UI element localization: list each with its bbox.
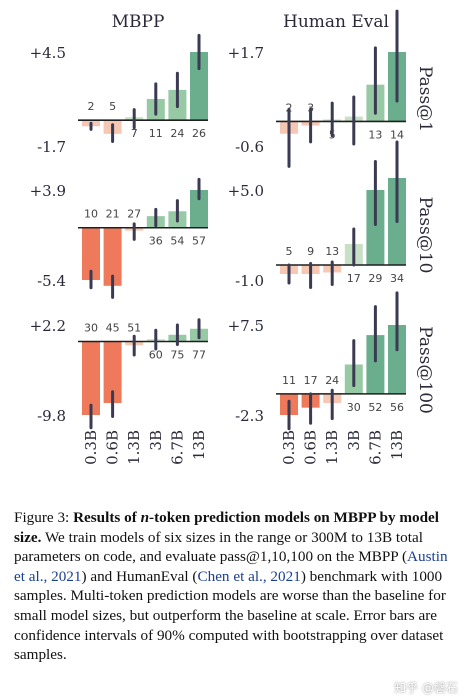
panel-0-datalabel-5: 26 xyxy=(192,127,206,140)
xtick-0-1: 0.6B xyxy=(104,430,122,465)
xtick-1-2: 1.3B xyxy=(323,430,341,465)
panel-2-datalabel-2: 27 xyxy=(127,208,141,221)
xtick-0-3: 3B xyxy=(147,430,165,451)
row-label-2: Pass@100 xyxy=(415,326,435,414)
panel-0-datalabel-0: 2 xyxy=(88,100,95,113)
panel-1-ytick-top: +1.7 xyxy=(228,44,264,62)
panel-2-ytick-bottom: -5.4 xyxy=(37,272,66,290)
panel-3-datalabel-2: 13 xyxy=(325,245,339,258)
panel-3-ytick-bottom: -1.0 xyxy=(235,272,264,290)
panel-3-datalabel-1: 9 xyxy=(307,245,314,258)
xtick-1-0: 0.3B xyxy=(280,430,298,465)
panel-5-ytick-top: +7.5 xyxy=(228,317,264,335)
panel-4-datalabel-5: 77 xyxy=(192,349,206,362)
panel-2-ytick-top: +3.9 xyxy=(30,182,66,200)
figure-caption: Figure 3: Results of n-token prediction … xyxy=(14,508,454,665)
panel-3-datalabel-5: 34 xyxy=(390,272,404,285)
panel-3-datalabel-0: 5 xyxy=(286,245,293,258)
panel-5-datalabel-0: 11 xyxy=(282,374,296,387)
xtick-1-3: 3B xyxy=(345,430,363,451)
caption-bold-title: Results of n-token prediction models on … xyxy=(14,509,439,546)
panel-5-datalabel-2: 24 xyxy=(325,374,339,387)
caption-text-3: ) benchmark with 1000 samples. Multi-tok… xyxy=(14,567,446,664)
panel-1-ytick-bottom: -0.6 xyxy=(235,138,264,156)
panel-2-bar-0 xyxy=(82,227,100,280)
watermark: 知乎 @磐石 xyxy=(394,681,458,695)
panel-1-datalabel-1: 3 xyxy=(307,101,314,114)
panel-5-datalabel-3: 30 xyxy=(347,401,361,414)
panel-0-datalabel-1: 5 xyxy=(109,100,116,113)
panel-0-datalabel-3: 11 xyxy=(149,127,163,140)
xtick-1-1: 0.6B xyxy=(302,430,320,465)
xtick-0-2: 1.3B xyxy=(125,430,143,465)
row-label-1: Pass@10 xyxy=(415,197,435,274)
panel-2-datalabel-1: 21 xyxy=(106,208,120,221)
panel-1-datalabel-0: 2 xyxy=(286,101,293,114)
panel-1-datalabel-2: 5 xyxy=(329,128,336,141)
row-label-0: Pass@1 xyxy=(415,66,435,132)
caption-text-2: ) and HumanEval ( xyxy=(81,567,198,585)
panel-5-datalabel-4: 52 xyxy=(368,401,382,414)
panel-5-bar-5 xyxy=(388,325,406,394)
panel-3-datalabel-4: 29 xyxy=(368,272,382,285)
panel-2-datalabel-0: 10 xyxy=(84,208,98,221)
panel-2-datalabel-3: 36 xyxy=(149,235,163,248)
panel-2-bar-5 xyxy=(190,190,208,228)
panel-5-ytick-bottom: -2.3 xyxy=(235,407,264,425)
panel-3-datalabel-3: 17 xyxy=(347,272,361,285)
panel-2-datalabel-5: 57 xyxy=(192,235,206,248)
caption-prefix: Figure 3: xyxy=(14,509,74,526)
xtick-0-0: 0.3B xyxy=(82,430,100,465)
panel-2-datalabel-4: 54 xyxy=(170,235,184,248)
caption-text-1: We train models of six sizes in the rang… xyxy=(14,528,423,566)
panel-5-datalabel-5: 56 xyxy=(390,401,404,414)
panel-4-ytick-bottom: -9.8 xyxy=(37,407,66,425)
panel-4-datalabel-2: 51 xyxy=(127,322,141,335)
panel-0-bar-5 xyxy=(190,52,208,121)
panel-1-datalabel-5: 14 xyxy=(390,128,404,141)
panel-4-datalabel-3: 60 xyxy=(149,349,163,362)
panel-2-bar-1 xyxy=(103,227,122,286)
panel-0-datalabel-2: 7 xyxy=(131,127,138,140)
xtick-1-5: 13B xyxy=(388,430,406,460)
citation-austin[interactable]: Austin et al., 2021 xyxy=(14,548,448,585)
column-title-1: Human Eval xyxy=(283,12,389,32)
panel-0-ytick-bottom: -1.7 xyxy=(37,138,66,156)
panel-4-ytick-top: +2.2 xyxy=(30,317,66,335)
panel-5-bar-4 xyxy=(366,335,385,394)
panel-4-datalabel-0: 30 xyxy=(84,322,98,335)
panel-0-datalabel-4: 24 xyxy=(170,127,184,140)
caption-math-n: n xyxy=(140,509,150,526)
panel-4-datalabel-1: 45 xyxy=(106,322,120,335)
panel-3-ytick-top: +5.0 xyxy=(228,182,264,200)
panel-0-ytick-top: +4.5 xyxy=(30,44,66,62)
xtick-1-4: 6.7B xyxy=(366,430,384,465)
panel-4-bar-1 xyxy=(103,341,122,403)
column-title-0: MBPP xyxy=(112,12,165,32)
panel-4-datalabel-4: 75 xyxy=(170,349,184,362)
citation-chen[interactable]: Chen et al., 2021 xyxy=(197,567,301,585)
panel-5-datalabel-1: 17 xyxy=(304,374,318,387)
xtick-0-5: 13B xyxy=(190,430,208,460)
panel-4-bar-0 xyxy=(82,341,100,415)
panel-1-datalabel-4: 13 xyxy=(368,128,382,141)
figure-3-chart: MBPP Human Eval Pass@1 Pass@10 Pass@100 +4.5 -… xyxy=(30,9,435,465)
xtick-0-4: 6.7B xyxy=(168,430,186,465)
panel-3-bar-4 xyxy=(366,190,385,265)
